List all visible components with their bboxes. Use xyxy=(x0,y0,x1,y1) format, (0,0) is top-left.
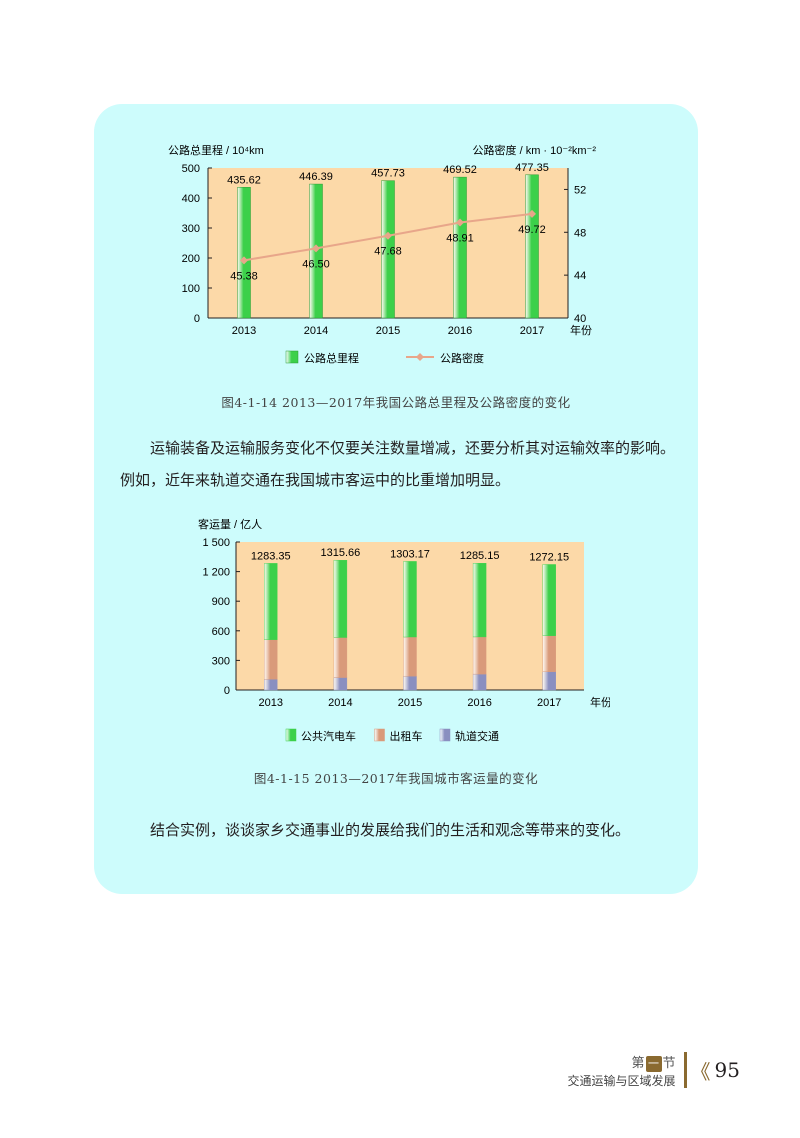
bar-total-label: 1285.15 xyxy=(460,550,500,562)
line-data-label: 48.91 xyxy=(446,233,474,245)
x-tick-label: 2013 xyxy=(259,697,283,709)
bar-total-label: 1272.15 xyxy=(529,551,569,563)
bar-segment xyxy=(403,561,417,638)
paragraph-1: 运输装备及运输服务变化不仅要关注数量增减，还要分析其对运输效率的影响。例如，近年… xyxy=(120,432,680,496)
legend-swatch-marker xyxy=(416,353,424,361)
x-tick-label: 2013 xyxy=(232,325,256,337)
y-right-tick-label: 44 xyxy=(574,270,586,282)
bar-total-length xyxy=(525,174,539,319)
y-tick-label: 100 xyxy=(182,283,200,295)
bar-segment xyxy=(472,673,487,691)
line-data-label: 47.68 xyxy=(374,246,402,258)
bar-data-label: 457.73 xyxy=(371,168,405,180)
footer-divider xyxy=(683,1052,687,1088)
chart1-caption: 图4-1-14 2013—2017年我国公路总里程及公路密度的变化 xyxy=(221,395,571,410)
legend-label: 公共汽电车 xyxy=(301,729,356,743)
line-data-label: 46.50 xyxy=(302,258,330,270)
y-tick-label: 1 500 xyxy=(202,537,230,549)
bar-total-label: 1315.66 xyxy=(321,547,361,559)
line-point xyxy=(528,209,536,218)
bar-segment xyxy=(264,679,278,691)
x-tick-label: 2015 xyxy=(398,697,422,709)
line-point xyxy=(240,256,248,265)
y-tick-label: 0 xyxy=(224,685,230,697)
bar-segment xyxy=(472,562,487,638)
page-footer: 第一节 交通运输与区域发展 《 95 xyxy=(568,1050,740,1090)
bar-segment xyxy=(542,671,556,691)
paragraph-2: 结合实例，谈谈家乡交通事业的发展给我们的生活和观念等带来的变化。 xyxy=(120,814,680,846)
bar-segment xyxy=(264,563,278,640)
x-tick-label: 2015 xyxy=(376,325,400,337)
x-tick-label: 2016 xyxy=(448,325,472,337)
y-tick-label: 300 xyxy=(182,223,200,235)
bar-segment xyxy=(333,677,348,691)
line-point xyxy=(312,244,320,253)
legend-label-bar: 公路总里程 xyxy=(304,351,359,365)
legend-swatch xyxy=(285,728,297,742)
y-tick-label: 500 xyxy=(182,163,200,175)
bar-segment xyxy=(333,559,348,638)
bar-segment xyxy=(403,675,417,691)
section-number: 一 xyxy=(645,1055,662,1072)
bar-total-length xyxy=(237,187,251,319)
x-tick-label: 2016 xyxy=(467,697,491,709)
bar-segment xyxy=(472,636,487,675)
legend-swatch-bar xyxy=(285,350,299,364)
bar-segment xyxy=(264,639,278,680)
paragraph-2-text: 结合实例，谈谈家乡交通事业的发展给我们的生活和观念等带来的变化。 xyxy=(150,821,631,839)
section-label: 第一节 xyxy=(631,1055,676,1072)
y-tick-label: 0 xyxy=(194,313,200,325)
y-tick-label: 1 200 xyxy=(202,567,230,579)
y-tick-label: 900 xyxy=(212,596,230,608)
legend-label: 出租车 xyxy=(390,729,423,743)
y-right-tick-label: 48 xyxy=(574,227,586,239)
bar-segment xyxy=(542,635,556,672)
bar-data-label: 446.39 xyxy=(299,171,333,183)
x-tick-label: 2017 xyxy=(537,697,561,709)
chapter-subtitle: 交通运输与区域发展 xyxy=(567,1073,676,1088)
y-axis-right-title: 公路密度 / km · 10⁻²km⁻² xyxy=(473,143,597,157)
legend-swatch xyxy=(374,728,385,742)
y-right-tick-label: 40 xyxy=(574,313,586,325)
y-tick-label: 600 xyxy=(212,626,230,638)
paragraph-1-text: 运输装备及运输服务变化不仅要关注数量增减，还要分析其对运输效率的影响。例如，近年… xyxy=(120,439,676,489)
y-tick-label: 300 xyxy=(212,655,230,667)
chart-urban-passenger: 客运量 / 亿人 0 300 600 900 1 200 1 500 2013 1283.35 2… xyxy=(198,517,610,743)
x-tick-label: 2014 xyxy=(304,325,328,337)
bar-total-label: 1303.17 xyxy=(390,548,430,560)
line-point xyxy=(456,218,464,227)
x-axis-title: 年份 xyxy=(590,695,610,709)
legend-label-line: 公路密度 xyxy=(440,351,484,365)
double-chevron-icon: 《 xyxy=(690,1059,711,1084)
legend-swatch xyxy=(439,728,451,742)
bar-segment xyxy=(333,637,348,678)
y-right-tick-label: 52 xyxy=(574,184,586,196)
bar-data-label: 435.62 xyxy=(227,174,261,186)
bar-segment xyxy=(542,564,556,636)
y-tick-label: 200 xyxy=(182,253,200,265)
bar-total-length xyxy=(381,180,395,319)
x-tick-label: 2017 xyxy=(520,325,544,337)
bar-data-label: 469.52 xyxy=(443,164,477,176)
y-tick-label: 400 xyxy=(182,193,200,205)
page-number: 95 xyxy=(714,1058,740,1082)
bar-total-label: 1283.35 xyxy=(251,550,291,562)
x-tick-label: 2014 xyxy=(328,697,352,709)
y-axis-title: 客运量 / 亿人 xyxy=(198,517,262,531)
bar-data-label: 477.35 xyxy=(515,162,549,174)
line-point xyxy=(384,231,392,240)
line-data-label: 45.38 xyxy=(230,270,258,282)
legend-label: 轨道交通 xyxy=(455,729,499,743)
bar-segment xyxy=(403,636,417,677)
y-axis-title: 公路总里程 / 10⁴km xyxy=(168,143,264,157)
chart-highway: 公路总里程 / 10⁴km 公路密度 / km · 10⁻²km⁻² 0 100 200… xyxy=(168,143,597,365)
x-axis-title: 年份 xyxy=(570,323,592,337)
chart2-caption: 图4-1-15 2013—2017年我国城市客运量的变化 xyxy=(253,771,539,786)
line-data-label: 49.72 xyxy=(518,224,546,236)
bar-total-length xyxy=(453,176,467,319)
